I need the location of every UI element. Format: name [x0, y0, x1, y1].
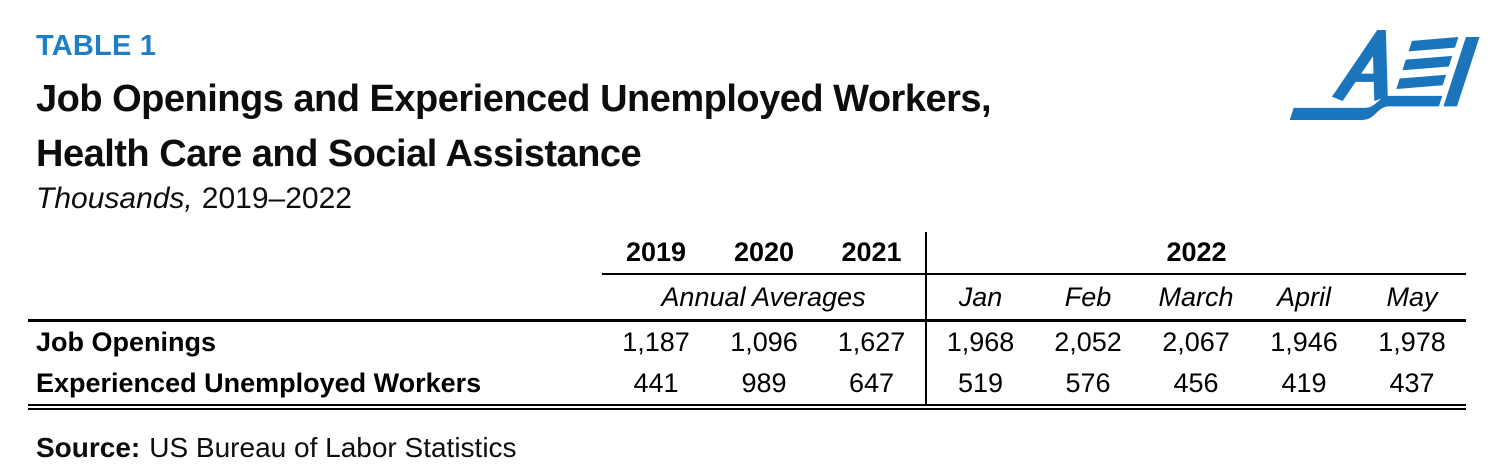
- source-label: Source:: [36, 432, 141, 463]
- page-title: Job Openings and Experienced Unemployed …: [36, 72, 992, 182]
- col-header-jan: Jan: [925, 274, 1034, 322]
- aei-logo-icon: [1288, 17, 1484, 129]
- source-text: US Bureau of Labor Statistics: [149, 432, 517, 463]
- cell-value: 419: [1250, 363, 1358, 410]
- col-header-feb: Feb: [1034, 274, 1142, 322]
- cell-value: 576: [1034, 363, 1142, 410]
- row-label: Experienced Unemployed Workers: [28, 363, 602, 410]
- cell-value: 456: [1142, 363, 1250, 410]
- cell-value: 647: [818, 363, 926, 410]
- cell-value: 1,627: [837, 327, 906, 357]
- table-row-job-openings: Job Openings 1,187 1,096 1,627 1,968 2,0…: [28, 320, 1466, 363]
- header-row-years: 2019 2020 2021 2022: [28, 232, 1467, 275]
- col-header-may: May: [1358, 274, 1467, 322]
- col-header-2021: 2021: [818, 232, 926, 275]
- subtitle-units: Thousands,: [36, 182, 193, 215]
- cell-value: 1,187: [622, 327, 690, 357]
- cell-value: 441: [602, 363, 710, 410]
- cell-value: 437: [1358, 363, 1467, 410]
- col-header-2020: 2020: [710, 232, 818, 275]
- header-label-spacer: [28, 232, 602, 274]
- col-header-2019: 2019: [602, 232, 710, 275]
- subheader-annual-averages: Annual Averages: [602, 274, 926, 322]
- col-header-april: April: [1250, 274, 1358, 322]
- source-line: Source: US Bureau of Labor Statistics: [36, 432, 517, 464]
- col-header-march: March: [1142, 274, 1250, 322]
- table-row-experienced-unemployed-workers: Experienced Unemployed Workers 441 989 6…: [28, 363, 1467, 410]
- cell-value: 1,096: [730, 327, 798, 357]
- cell-value: 989: [710, 363, 818, 410]
- cell-value: 2,052: [1054, 327, 1122, 357]
- row-label: Job Openings: [36, 327, 217, 357]
- cell-value: 1,946: [1270, 327, 1338, 357]
- subtitle-years: 2019–2022: [201, 182, 352, 215]
- subtitle: Thousands, 2019–2022: [36, 182, 352, 216]
- header-row-subheaders: Annual Averages Jan Feb March April May: [28, 274, 1467, 322]
- subheader-label-spacer: [28, 274, 602, 322]
- title-line-2: Health Care and Social Assistance: [36, 133, 642, 175]
- cell-value: 519: [925, 363, 1034, 410]
- title-line-1: Job Openings and Experienced Unemployed …: [36, 78, 992, 120]
- data-table: 2019 2020 2021 2022 Annual Averages Jan …: [28, 232, 1467, 410]
- cell-value: 2,067: [1162, 327, 1230, 357]
- col-group-header-2022: 2022: [924, 232, 1467, 275]
- cell-value: 1,978: [1378, 327, 1446, 357]
- cell-value: 1,968: [925, 320, 1034, 363]
- table-number-label: TABLE 1: [36, 30, 157, 62]
